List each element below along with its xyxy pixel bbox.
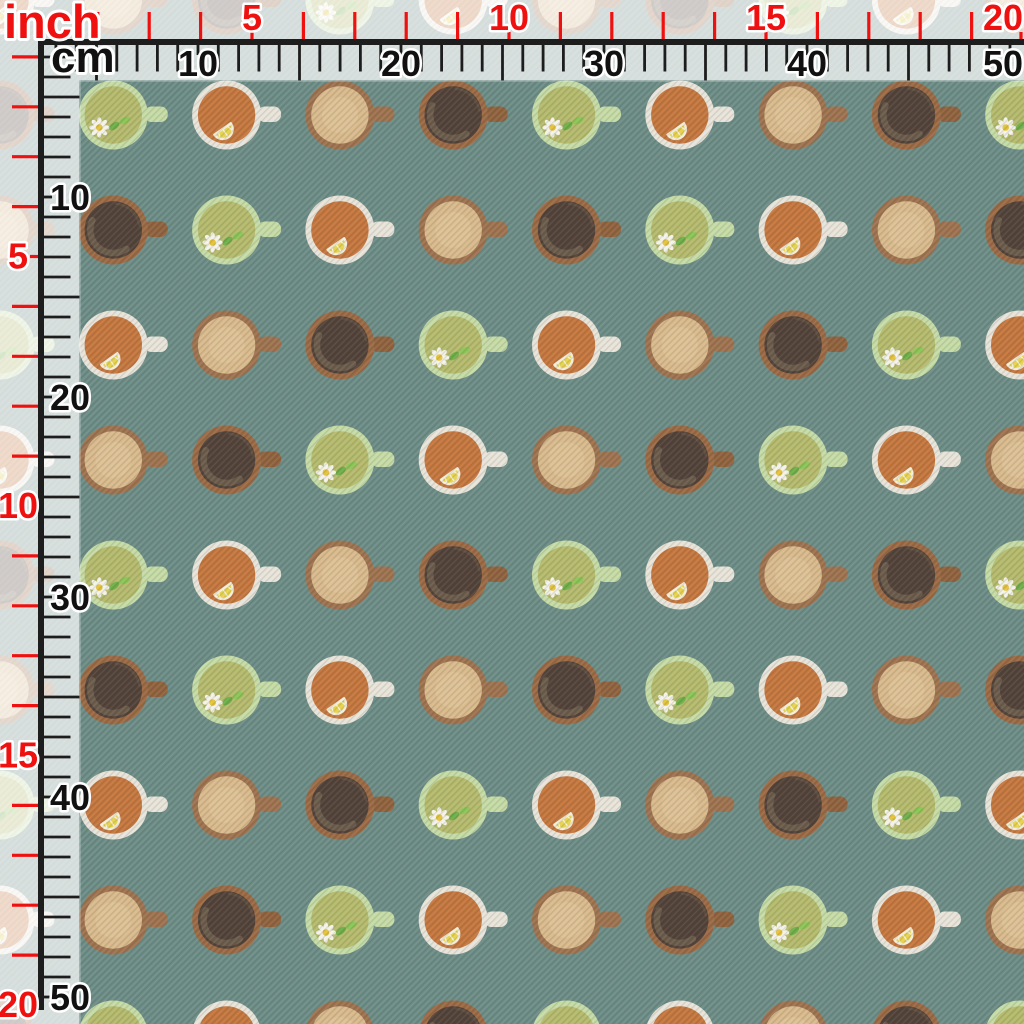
top-ruler-cm-label-20: 20: [381, 43, 421, 84]
top-ruler-cm-label-10: 10: [178, 43, 218, 84]
top-ruler-cm-label-50: 50: [983, 43, 1023, 84]
left-ruler-cm-label-50: 50: [50, 977, 90, 1018]
cm-ruler-unit-label: cm: [51, 33, 115, 82]
top-ruler-cm-label-30: 30: [584, 43, 624, 84]
top-ruler-inch-label-15: 15: [746, 0, 786, 38]
left-ruler-inch-label-10: 10: [0, 485, 38, 526]
top-ruler-inch-label-10: 10: [489, 0, 529, 38]
top-ruler-inch-label-5: 5: [242, 0, 262, 38]
top-ruler-cm-label-40: 40: [787, 43, 827, 84]
top-ruler: 10 20 30 40 50 5 10 15 20: [38, 0, 1024, 87]
left-ruler-inch-label-5: 5: [8, 236, 28, 277]
fabric-left-edge: [79, 80, 81, 1024]
left-ruler-cm-label-40: 40: [50, 777, 90, 818]
top-ruler-inch-label-20: 20: [983, 0, 1023, 38]
left-ruler-cm-label-20: 20: [50, 377, 90, 418]
left-ruler-cm-label-30: 30: [50, 577, 90, 618]
fabric-top-edge: [79, 80, 1024, 82]
left-ruler: 10 20 30 40 50 5 10 15 20: [0, 39, 93, 1024]
inch-ruler-unit-label: inch: [4, 0, 101, 48]
left-ruler-cm-label-10: 10: [50, 177, 90, 218]
left-ruler-inch-label-20: 20: [0, 984, 38, 1024]
left-ruler-inch-label-15: 15: [0, 735, 38, 776]
